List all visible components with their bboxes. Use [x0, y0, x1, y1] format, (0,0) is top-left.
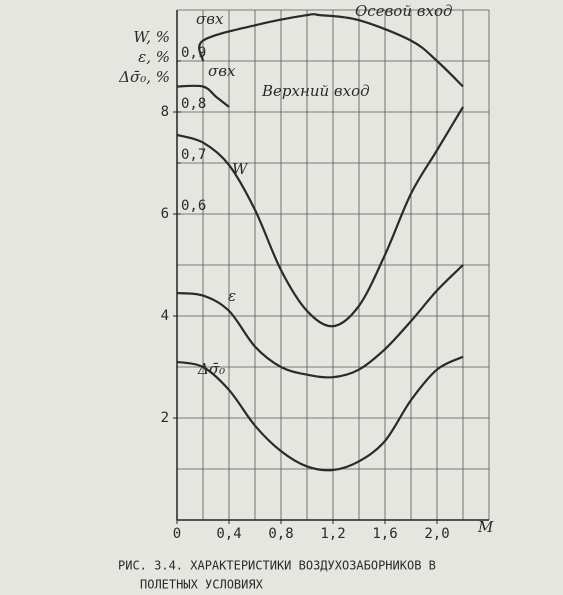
y-axis-label: ε, % [138, 48, 170, 66]
series-label: Осевой вход [355, 2, 453, 20]
annotation: σвх [208, 62, 236, 80]
y2-tick-label: 0,6 [181, 198, 206, 214]
caption: ПОЛЕТНЫХ УСЛОВИЯХ [140, 578, 264, 592]
y-tick-label: 4 [161, 308, 169, 324]
x-tick-label: 1,2 [320, 526, 345, 542]
x-axis-label: M [477, 518, 494, 536]
series-label: Верхний вход [261, 82, 370, 100]
x-tick-label: 1,6 [372, 526, 397, 542]
caption: РИС. 3.4. ХАРАКТЕРИСТИКИ ВОЗДУХОЗАБОРНИК… [118, 559, 436, 573]
y2-tick-label: 0,8 [181, 96, 206, 112]
y-axis-label: W, % [133, 28, 170, 46]
y-tick-label: 8 [161, 104, 169, 120]
series-line [198, 13, 464, 88]
y2-tick-label: 0,7 [181, 147, 206, 163]
series-label: W [232, 160, 249, 178]
y-axis-label: Δσ̄₀, % [118, 68, 170, 86]
series-label: ε [228, 287, 236, 305]
x-tick-label: 2,0 [424, 526, 449, 542]
x-tick-label: 0 [173, 526, 181, 542]
y-tick-label: 6 [161, 206, 169, 222]
series-line [176, 84, 230, 108]
series-line [176, 264, 464, 379]
y2-axis-label: σвх [196, 10, 224, 28]
x-tick-label: 0,8 [268, 526, 293, 542]
series-line [176, 355, 464, 472]
series-line [176, 106, 464, 328]
x-tick-label: 0,4 [216, 526, 241, 542]
series-label: Δσ̄₀ [197, 360, 225, 378]
y-tick-label: 2 [161, 410, 169, 426]
